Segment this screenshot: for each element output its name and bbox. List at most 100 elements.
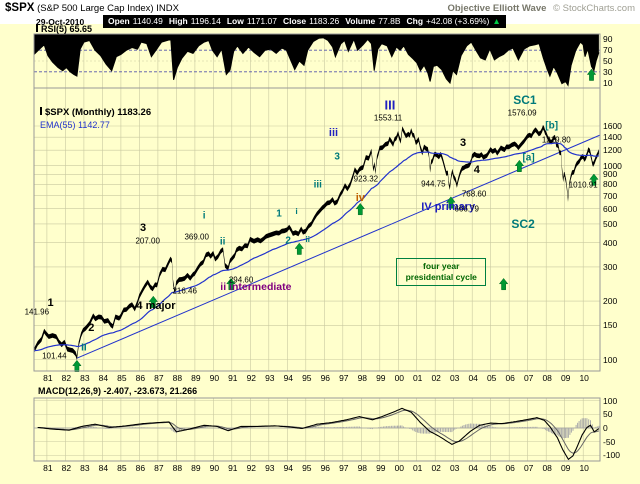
y-axis-label: 50 [603, 56, 613, 66]
chart-date: 29-Oct-2010 [36, 17, 85, 27]
y-axis-label: 10 [603, 77, 613, 88]
x-axis-label: 91 [228, 463, 238, 473]
x-axis-label: 93 [265, 463, 275, 473]
change-up-arrow-icon: ▲ [492, 16, 501, 26]
price-label: 141.96 [24, 307, 50, 317]
indicator-bar-icon [36, 24, 38, 32]
x-axis-label: 94 [283, 373, 294, 383]
macd-panel-border [33, 397, 601, 462]
x-axis-label: 85 [117, 373, 127, 383]
main-series-label: $SPX (Monthly) 1183.26 [40, 107, 151, 118]
elliott-wave-label: 3 [140, 221, 147, 234]
elliott-wave-label: 3 [459, 136, 467, 149]
x-axis-label: 84 [98, 463, 109, 473]
buy-signal-arrow [446, 196, 456, 209]
price-label: 294.60 [228, 275, 254, 285]
buy-signal-arrow [514, 159, 525, 172]
x-axis-label: 98 [357, 373, 368, 383]
elliott-wave-label: ii intermediate [220, 280, 292, 293]
symbol: $SPX [5, 2, 35, 14]
x-axis-label: 87 [154, 463, 164, 473]
price-label: 1576.09 [507, 108, 537, 118]
elliott-wave-label: ii [305, 233, 311, 244]
y-axis-label: -100 [603, 450, 621, 461]
x-axis-label: 07 [523, 463, 534, 473]
x-axis-label: 94 [283, 463, 294, 473]
quote-field-value: 1171.07 [246, 16, 277, 26]
x-axis-label: 00 [394, 463, 405, 473]
y-axis-label: 1600 [603, 121, 622, 131]
buy-signal-arrow [589, 173, 599, 186]
x-axis-label: 00 [394, 373, 405, 383]
y-axis-label: -50 [603, 436, 616, 447]
x-axis-label: 01 [412, 463, 423, 473]
y-axis-label: 700 [603, 190, 618, 201]
elliott-wave-label: III [384, 97, 396, 113]
ema-line [33, 142, 599, 352]
x-axis-label: 85 [117, 463, 127, 473]
buy-signal-arrow [294, 242, 305, 255]
x-axis-label: 96 [320, 463, 331, 473]
symbol-description: (S&P 500 Large Cap Index) INDX [37, 3, 179, 14]
quote-field-label: Chg [406, 16, 424, 26]
elliott-wave-label: 2 [285, 235, 291, 247]
y-axis-label: 900 [603, 169, 618, 180]
y-axis-label: 500 [603, 218, 618, 229]
rsi-area [34, 34, 599, 86]
y-axis-label: 100 [603, 354, 618, 365]
elliott-wave-label: 4 major [136, 299, 176, 312]
cycle-box-text: four year [423, 261, 460, 272]
x-axis-label: 02 [431, 373, 441, 383]
long-term-trendline [76, 134, 601, 359]
y-axis-label: 30 [603, 66, 613, 77]
elliott-wave-label: SC2 [511, 216, 535, 231]
y-axis-label: 0 [603, 423, 608, 433]
x-axis-label: 95 [302, 373, 312, 383]
elliott-wave-label: iii [328, 126, 339, 139]
x-axis-label: 81 [43, 463, 53, 473]
buy-signal-arrow [148, 295, 159, 308]
elliott-wave-label: IV primary [421, 200, 476, 213]
quote-field-label: Open [108, 16, 130, 26]
x-axis-label: 97 [339, 463, 349, 473]
brand-label: Objective Elliott Wave [447, 3, 547, 14]
x-axis-label: 90 [209, 373, 220, 383]
x-axis-label: 99 [376, 373, 386, 383]
elliott-wave-label: II [81, 342, 87, 354]
header-right: Objective Elliott Wave © StockCharts.com [447, 3, 635, 14]
y-axis-label: 300 [603, 261, 618, 272]
elliott-wave-label: 2 [88, 321, 95, 334]
x-axis-label: 92 [246, 373, 257, 383]
header-left: $SPX (S&P 500 Large Cap Index) INDX [5, 2, 179, 14]
y-axis-label: 90 [603, 34, 613, 45]
y-axis-label: 70 [603, 45, 613, 56]
price-label: 768.60 [461, 189, 487, 199]
elliott-wave-label: ii [219, 236, 226, 248]
x-axis-label: 82 [61, 463, 72, 473]
y-axis-label: 150 [603, 320, 618, 331]
quote-field-label: Low [226, 16, 244, 26]
ohlc-bar-icon [40, 107, 42, 115]
upper-panels-border [33, 33, 601, 372]
rsi-label-text: RSI(5) 65.65 [41, 24, 93, 34]
copyright-label: © StockCharts.com [553, 3, 635, 14]
quote-field-value: +42.08 (+3.69%) [426, 16, 490, 26]
x-axis-label: 10 [579, 373, 589, 383]
x-axis-label: 08 [542, 463, 552, 473]
price-label: 369.00 [184, 232, 209, 242]
x-axis-label: 86 [135, 373, 146, 383]
x-axis-label: 93 [265, 373, 275, 383]
x-axis-label: 92 [246, 463, 257, 473]
elliott-wave-label: iv [355, 192, 365, 204]
elliott-wave-label: [b] [545, 120, 559, 132]
x-axis-label: 07 [523, 373, 534, 383]
x-axis-label: 88 [172, 463, 183, 473]
y-axis-label: 100 [603, 395, 618, 406]
y-axis-label: 1200 [603, 145, 622, 156]
macd-line [37, 407, 600, 461]
x-axis-label: 10 [579, 463, 589, 473]
x-axis-label: 09 [560, 463, 571, 473]
elliott-wave-label: SC1 [513, 93, 537, 108]
elliott-wave-label: i [295, 206, 298, 217]
